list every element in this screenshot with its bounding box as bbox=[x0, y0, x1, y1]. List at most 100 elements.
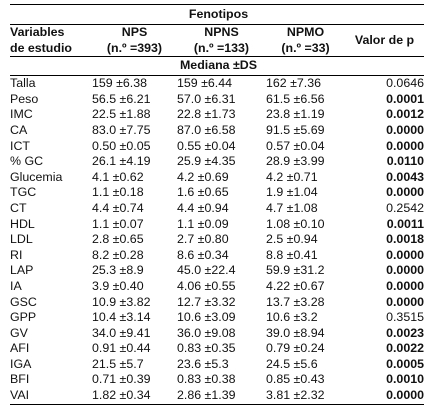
value-npmo: 3.81 ±2.32 bbox=[266, 388, 345, 405]
variable-name: % GC bbox=[10, 154, 44, 169]
p-value: 0.0043 bbox=[386, 169, 424, 184]
variables-header-line2: de estudio bbox=[10, 40, 72, 55]
table-row: Glucemia 4.1 ±0.62 4.2 ±0.69 4.2 ±0.71 0.004… bbox=[10, 170, 424, 186]
p-value: 0.0000 bbox=[386, 263, 424, 278]
value-nps: 22.5 ±1.88 bbox=[92, 107, 151, 122]
p-value: 0.0000 bbox=[386, 278, 424, 293]
variables-header: Variables de estudio bbox=[10, 23, 92, 57]
value-npns: 0.55 ±0.04 bbox=[177, 138, 236, 153]
value-npmo: 1.08 ±0.10 bbox=[266, 216, 325, 231]
value-npns: 22.8 ±1.73 bbox=[177, 107, 236, 122]
variable-name: ICT bbox=[10, 138, 30, 153]
table-body: Talla 159 ±6.38 159 ±6.44 162 ±7.36 0.0646 Pe… bbox=[10, 76, 424, 405]
statistics-table: Fenotipos Variables de estudio NPS (n.º … bbox=[10, 4, 424, 405]
value-nps: 1.1 ±0.18 bbox=[92, 185, 144, 200]
variable-name: Peso bbox=[10, 91, 39, 106]
corner-cell-right bbox=[345, 4, 424, 25]
pvalue-header: Valor de p bbox=[345, 23, 424, 57]
value-npns: 159 ±6.44 bbox=[177, 76, 233, 91]
value-npns: 87.0 ±6.58 bbox=[177, 122, 236, 137]
value-npns: 45.0 ±22.4 bbox=[177, 263, 236, 278]
value-nps: 0.71 ±0.39 bbox=[92, 372, 151, 387]
value-npns: 4.2 ±0.69 bbox=[177, 169, 229, 184]
table-row: RI 8.2 ±0.28 8.6 ±0.34 8.8 ±0.41 0.0000 bbox=[10, 248, 424, 264]
table-row: IMC 22.5 ±1.88 22.8 ±1.73 23.8 ±1.19 0.0012 bbox=[10, 107, 424, 123]
variable-name: Talla bbox=[10, 76, 36, 91]
variable-name: CT bbox=[10, 200, 27, 215]
variable-name: GSC bbox=[10, 294, 37, 309]
value-npns: 0.83 ±0.35 bbox=[177, 341, 236, 356]
variable-name: LDL bbox=[10, 232, 33, 247]
p-value: 0.0005 bbox=[386, 356, 424, 371]
value-nps: 26.1 ±4.19 bbox=[92, 154, 151, 169]
variable-name: GPP bbox=[10, 310, 37, 325]
value-npns: 12.7 ±3.32 bbox=[177, 294, 236, 309]
group-n: (n.º =33) bbox=[281, 40, 330, 55]
value-npmo: 0.85 ±0.43 bbox=[266, 372, 325, 387]
value-npns: 57.0 ±6.31 bbox=[177, 91, 236, 106]
table-row: GPP 10.4 ±3.14 10.6 ±3.09 10.6 ±3.2 0.3515 bbox=[10, 310, 424, 326]
variable-name: IGA bbox=[10, 356, 32, 371]
value-npmo: 39.0 ±8.94 bbox=[266, 325, 325, 340]
group-title: Fenotipos bbox=[92, 4, 345, 25]
value-npns: 1.6 ±0.65 bbox=[177, 185, 229, 200]
p-value: 0.0010 bbox=[386, 372, 424, 387]
variable-name: AFI bbox=[10, 341, 30, 356]
value-nps: 0.50 ±0.05 bbox=[92, 138, 151, 153]
p-value: 0.0000 bbox=[386, 247, 424, 262]
value-npmo: 13.7 ±3.28 bbox=[266, 294, 325, 309]
table-row: IGA 21.5 ±5.7 23.6 ±5.3 24.5 ±5.6 0.0005 bbox=[10, 357, 424, 373]
median-row-blank-right bbox=[345, 56, 424, 77]
value-npmo: 4.2 ±0.71 bbox=[266, 169, 318, 184]
table-row: GV 34.0 ±9.41 36.0 ±9.08 39.0 ±8.94 0.0023 bbox=[10, 326, 424, 342]
table-row: LDL 2.8 ±0.65 2.7 ±0.80 2.5 ±0.94 0.0018 bbox=[10, 232, 424, 248]
p-value: 0.0000 bbox=[386, 122, 424, 137]
value-nps: 10.4 ±3.14 bbox=[92, 310, 151, 325]
group-name: NPNS bbox=[204, 25, 239, 39]
group-header-npns: NPNS (n.º =133) bbox=[177, 23, 266, 57]
p-value: 0.0110 bbox=[386, 154, 424, 169]
table-row: HDL 1.1 ±0.07 1.1 ±0.09 1.08 ±0.10 0.0011 bbox=[10, 217, 424, 233]
value-nps: 3.9 ±0.40 bbox=[92, 278, 144, 293]
variable-name: TGC bbox=[10, 185, 37, 200]
value-npns: 8.6 ±0.34 bbox=[177, 247, 229, 262]
group-n: (n.º =393) bbox=[106, 40, 163, 55]
value-npns: 10.6 ±3.09 bbox=[177, 310, 236, 325]
value-npns: 23.6 ±5.3 bbox=[177, 356, 229, 371]
variable-name: LAP bbox=[10, 263, 34, 278]
value-npmo: 59.9 ±31.2 bbox=[266, 263, 325, 278]
variables-header-line1: Variables bbox=[10, 25, 65, 39]
variable-name: VAI bbox=[10, 388, 92, 405]
value-npns: 2.7 ±0.80 bbox=[177, 232, 229, 247]
p-value: 0.0018 bbox=[386, 232, 424, 247]
value-nps: 56.5 ±6.21 bbox=[92, 91, 151, 106]
value-npmo: 28.9 ±3.99 bbox=[266, 154, 325, 169]
value-nps: 8.2 ±0.28 bbox=[92, 247, 144, 262]
value-nps: 83.0 ±7.75 bbox=[92, 122, 151, 137]
group-header-npmo: NPMO (n.º =33) bbox=[266, 23, 345, 57]
p-value: 0.2542 bbox=[386, 200, 424, 215]
value-nps: 25.3 ±8.9 bbox=[92, 263, 144, 278]
value-npmo: 4.7 ±1.08 bbox=[266, 200, 318, 215]
value-nps: 159 ±6.38 bbox=[92, 76, 148, 91]
variable-name: Glucemia bbox=[10, 169, 63, 184]
group-header-nps: NPS (n.º =393) bbox=[92, 23, 177, 57]
p-value: 0.0000 bbox=[386, 294, 424, 309]
value-npmo: 10.6 ±3.2 bbox=[266, 310, 318, 325]
value-npmo: 162 ±7.36 bbox=[266, 76, 322, 91]
p-value: 0.3515 bbox=[386, 310, 424, 325]
table-row: GSC 10.9 ±3.82 12.7 ±3.32 13.7 ±3.28 0.0000 bbox=[10, 295, 424, 311]
p-value: 0.0023 bbox=[386, 325, 424, 340]
value-npmo: 8.8 ±0.41 bbox=[266, 247, 318, 262]
value-nps: 21.5 ±5.7 bbox=[92, 356, 144, 371]
value-npmo: 23.8 ±1.19 bbox=[266, 107, 325, 122]
table-row: Talla 159 ±6.38 159 ±6.44 162 ±7.36 0.0646 bbox=[10, 76, 424, 92]
value-npns: 4.4 ±0.94 bbox=[177, 200, 229, 215]
table-row: LAP 25.3 ±8.9 45.0 ±22.4 59.9 ±31.2 0.0000 bbox=[10, 263, 424, 279]
stat-label: Mediana ±DS bbox=[92, 56, 345, 77]
value-nps: 10.9 ±3.82 bbox=[92, 294, 151, 309]
variable-name: IMC bbox=[10, 107, 33, 122]
value-npmo: 61.5 ±6.56 bbox=[266, 91, 325, 106]
p-value: 0.0000 bbox=[386, 138, 424, 153]
value-npns: 4.06 ±0.55 bbox=[177, 278, 236, 293]
